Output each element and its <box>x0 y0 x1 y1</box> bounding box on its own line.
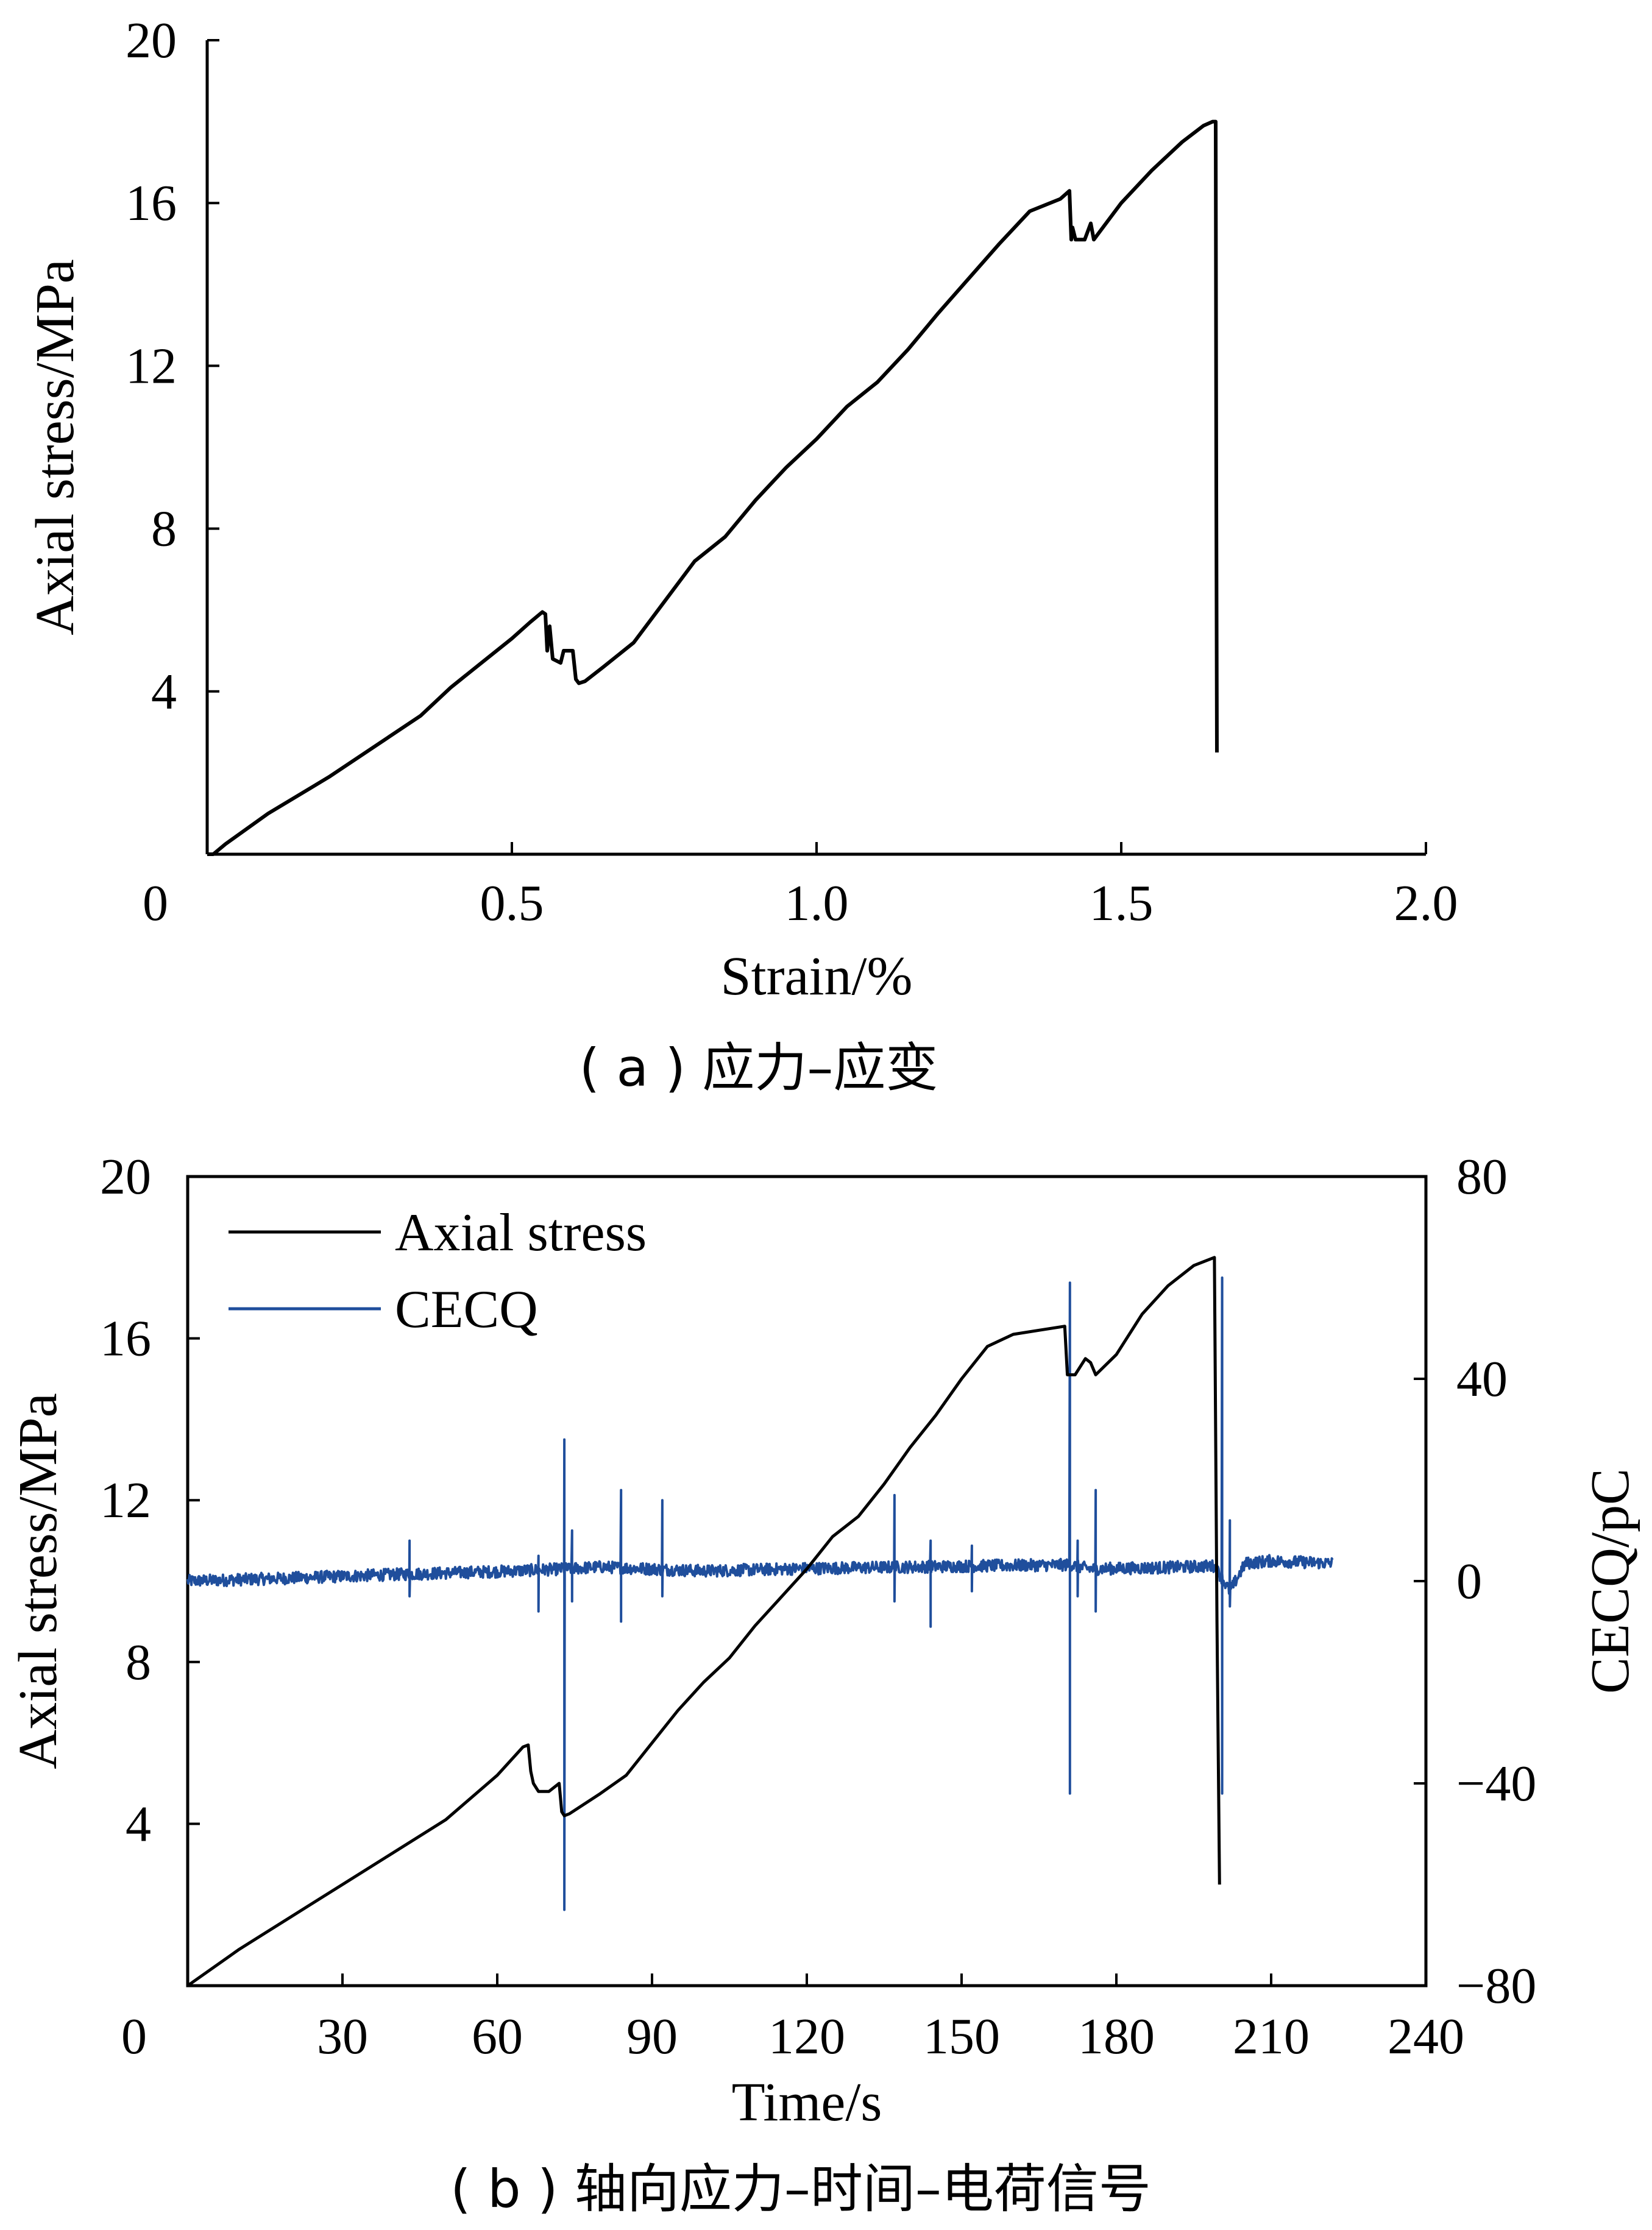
chart-a-x-tick-label: 1.5 <box>1090 875 1154 932</box>
legend-label-cecq: CECQ <box>395 1280 538 1339</box>
chart-b-y-axis-label: Axial stress/MPa <box>8 1393 68 1769</box>
chart-b-y-tick-label: 16 <box>100 1311 151 1367</box>
chart-b-y-tick-label: 12 <box>100 1472 151 1529</box>
chart-b-x-tick-label: 120 <box>768 2008 845 2065</box>
chart-a-x-tick-label: 0.5 <box>480 875 544 932</box>
chart-b-y-tick-label: 20 <box>100 1149 151 1205</box>
chart-b-y2-tick-label: −80 <box>1456 1958 1536 2014</box>
chart-b-x-tick-label: 60 <box>472 2008 523 2065</box>
chart-b-y2-tick-label: 80 <box>1456 1149 1508 1205</box>
chart-a-y-tick-label: 12 <box>126 338 177 394</box>
legend-label-axial-stress: Axial stress <box>395 1203 647 1262</box>
chart-a-ticks <box>207 39 1427 854</box>
chart-b-x-tick-label: 210 <box>1233 2008 1310 2065</box>
chart-a-y-tick-label: 8 <box>151 501 177 558</box>
chart-b-tick-labels: 30 60 90 120 150 180 210 240 4 8 12 16 20 80 40 0 −40 −80 <box>100 1149 1536 2065</box>
chart-b-x-tick-label: 240 <box>1388 2008 1464 2065</box>
chart-a-tick-labels: 0.5 1.0 1.5 2.0 4 8 12 16 20 <box>126 12 1458 932</box>
chart-b-legend: Axial stress CECQ <box>229 1203 647 1339</box>
chart-b-cecq-line <box>186 1276 1334 1911</box>
chart-b-origin-label: 0 <box>121 2008 147 2065</box>
chart-a-x-tick-label: 2.0 <box>1394 875 1458 932</box>
chart-b-y-tick-label: 4 <box>126 1796 151 1852</box>
chart-a-x-axis-label: Strain/% <box>721 946 913 1007</box>
chart-a-origin-label: 0 <box>143 875 168 932</box>
chart-b-stress-line <box>186 1256 1221 1988</box>
chart-b-ticks <box>188 1175 1427 1987</box>
chart-a-y-axis-label: Axial stress/MPa <box>25 259 85 635</box>
chart-b-x-axis-label: Time/s <box>732 2072 882 2133</box>
chart-a-stress-line <box>207 119 1219 856</box>
chart-b-caption: ( b ) 轴向应力–时间–电荷信号 <box>450 2159 1151 2220</box>
chart-b-y2-tick-label: 40 <box>1456 1351 1508 1407</box>
chart-b-y2-axis-label: CECQ/pC <box>1580 1468 1640 1694</box>
chart-a-y-tick-label: 16 <box>126 175 177 232</box>
chart-a-x-tick-label: 1.0 <box>785 875 849 932</box>
chart-b-x-tick-label: 180 <box>1078 2008 1155 2065</box>
chart-a: 0.5 1.0 1.5 2.0 4 8 12 16 20 0 Strain/% Axial st… <box>25 12 1458 1099</box>
chart-a-y-tick-label: 4 <box>151 664 177 720</box>
chart-b-x-tick-label: 30 <box>317 2008 368 2065</box>
chart-a-caption: ( a ) 应力–应变 <box>580 1038 938 1099</box>
chart-b-y2-tick-label: 0 <box>1456 1553 1482 1610</box>
chart-a-y-tick-label: 20 <box>126 12 177 69</box>
chart-b-x-tick-label: 150 <box>923 2008 1000 2065</box>
chart-b-x-tick-label: 90 <box>626 2008 678 2065</box>
chart-b: 30 60 90 120 150 180 210 240 4 8 12 16 20 80 40 0 −40 −80… <box>8 1149 1640 2220</box>
chart-b-y2-tick-label: −40 <box>1456 1755 1536 1812</box>
chart-b-y-tick-label: 8 <box>126 1634 151 1691</box>
